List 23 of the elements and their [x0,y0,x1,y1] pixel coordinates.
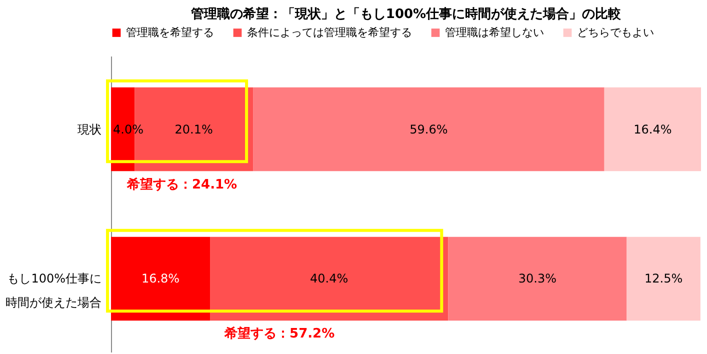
data-label: 4.0% [113,122,144,136]
data-label: 59.6% [410,122,448,136]
data-label: 12.5% [644,272,683,286]
bar [448,236,627,321]
annotation: 希望する：57.2% [224,326,335,342]
annotation: 希望する：24.1% [126,176,238,192]
data-label: 16.4% [634,122,672,136]
legend-label: どちらでもよい [577,26,654,39]
data-label: 30.3% [518,272,556,286]
bar [604,87,701,172]
data-label: 20.1% [174,122,213,136]
legend-label: 管理職は希望しない [445,26,544,39]
data-label: 40.4% [310,272,348,286]
bar [210,236,448,321]
y-tick-label: 現状 [78,122,102,136]
bar [111,236,210,321]
legend-label: 管理職を希望する [126,26,214,39]
y-tick-label: もし100%仕事に時間が使えた場合 [6,272,102,310]
data-label: 16.8% [141,272,180,286]
bar [626,236,700,321]
legend-label: 条件によっては管理職を希望する [247,26,412,39]
bar [253,87,604,172]
chart-title: 管理職の希望：「現状」と「もし100%仕事に時間が使えた場合」の比較 [190,6,622,22]
